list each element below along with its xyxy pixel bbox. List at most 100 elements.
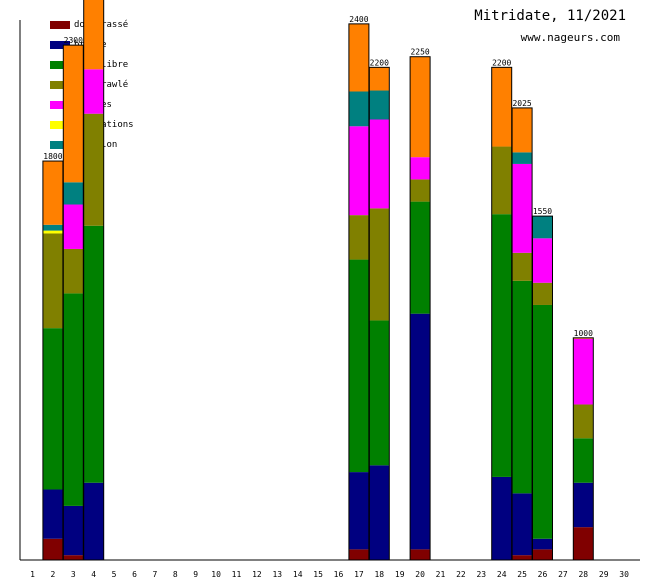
x-tick-label: 2 — [50, 570, 55, 579]
x-tick-label: 20 — [415, 570, 425, 579]
total-label: 1000 — [574, 329, 593, 338]
bar-segment — [42, 489, 63, 539]
bar-segment — [83, 69, 104, 114]
x-tick-label: 24 — [497, 570, 507, 579]
bar-segment — [532, 216, 553, 239]
total-label: 2200 — [370, 58, 389, 67]
x-tick-label: 30 — [619, 570, 629, 579]
x-tick-label: 16 — [334, 570, 344, 579]
bar-segment — [573, 438, 594, 483]
bar-segment — [410, 179, 431, 202]
x-tick-label: 28 — [578, 570, 588, 579]
total-label: 1800 — [43, 152, 62, 161]
x-tick-label: 21 — [436, 570, 446, 579]
x-tick-label: 5 — [112, 570, 117, 579]
bar-segment — [42, 328, 63, 490]
bar-segment — [491, 67, 512, 147]
bar-segment — [63, 204, 84, 249]
x-tick-label: 8 — [173, 570, 178, 579]
bar-segment — [63, 555, 84, 560]
bar-segment — [512, 252, 533, 281]
x-tick-label: 19 — [395, 570, 405, 579]
bar-segment — [532, 538, 553, 550]
bar-segment — [512, 107, 533, 153]
bar-segment — [410, 157, 431, 180]
bar-segment — [573, 338, 594, 405]
x-tick-label: 25 — [517, 570, 527, 579]
bar-segment — [63, 45, 84, 183]
bar-segment — [512, 152, 533, 164]
bar-segment — [42, 224, 63, 231]
x-tick-label: 9 — [193, 570, 198, 579]
bar-segment — [83, 482, 104, 560]
total-label: 2025 — [512, 99, 531, 108]
x-tick-label: 1 — [30, 570, 35, 579]
bar-segment — [512, 163, 533, 253]
legend-swatch — [50, 81, 70, 89]
bar-segment — [491, 146, 512, 215]
bar-segment — [63, 182, 84, 205]
bar-segment — [83, 113, 104, 226]
bar-segment — [410, 313, 431, 550]
x-tick-label: 27 — [558, 570, 568, 579]
bar-segment — [83, 225, 104, 483]
legend-swatch — [50, 101, 70, 109]
bar-segment — [369, 208, 390, 321]
total-label: 2400 — [349, 15, 368, 24]
x-tick-label: 14 — [293, 570, 303, 579]
x-tick-label: 17 — [354, 570, 364, 579]
total-label: 2300 — [64, 36, 83, 45]
bar-segment — [42, 233, 63, 329]
bar-segment — [83, 0, 104, 70]
x-tick-label: 7 — [152, 570, 157, 579]
bar-segment — [348, 215, 369, 260]
bar-segment — [369, 320, 390, 466]
total-label: 2200 — [492, 58, 511, 67]
legend-swatch — [50, 21, 70, 29]
bar-segment — [410, 201, 431, 314]
legend-swatch — [50, 61, 70, 69]
legend-swatch — [50, 141, 70, 149]
bar-segment — [63, 505, 84, 556]
bar-segment — [573, 527, 594, 560]
bar-segment — [532, 549, 553, 560]
bar-segment — [42, 230, 63, 234]
bar-segment — [369, 465, 390, 560]
x-tick-label: 4 — [91, 570, 96, 579]
chart-title: Mitridate, 11/2021 — [474, 8, 626, 24]
x-tick-label: 23 — [476, 570, 486, 579]
bar-segment — [63, 293, 84, 506]
bar-segment — [512, 280, 533, 494]
bar-segment — [348, 472, 369, 550]
bar-segment — [410, 549, 431, 560]
bar-segment — [532, 238, 553, 283]
bar-segment — [348, 259, 369, 473]
bar-segment — [42, 538, 63, 560]
x-tick-label: 15 — [313, 570, 323, 579]
x-ticks-layer: 1 2 3 4 5 6 7 8 9 10 11 12 13 14 15 16 17 18 19 20 21 22 23 24 2… — [30, 570, 629, 579]
bar-segment — [491, 476, 512, 560]
total-label: 2250 — [410, 48, 429, 57]
bar-segment — [532, 304, 553, 539]
bar-segment — [512, 555, 533, 560]
bar-segment — [512, 493, 533, 556]
bar-segment — [348, 23, 369, 92]
bar-segment — [369, 90, 390, 120]
legend-swatch — [50, 121, 70, 129]
bar-segment — [573, 482, 594, 528]
bar-segment — [573, 404, 594, 439]
site-url: www.nageurs.com — [520, 31, 620, 44]
bar-segment — [348, 549, 369, 560]
x-tick-label: 18 — [374, 570, 384, 579]
x-tick-label: 26 — [538, 570, 548, 579]
bar-segment — [348, 91, 369, 127]
bar-segment — [63, 248, 84, 294]
legend-swatch — [50, 41, 70, 49]
bar-segment — [42, 161, 63, 225]
bar-segment — [369, 119, 390, 209]
bar-segment — [369, 67, 390, 91]
x-tick-label: 3 — [71, 570, 76, 579]
x-tick-label: 13 — [272, 570, 282, 579]
x-tick-label: 22 — [456, 570, 466, 579]
